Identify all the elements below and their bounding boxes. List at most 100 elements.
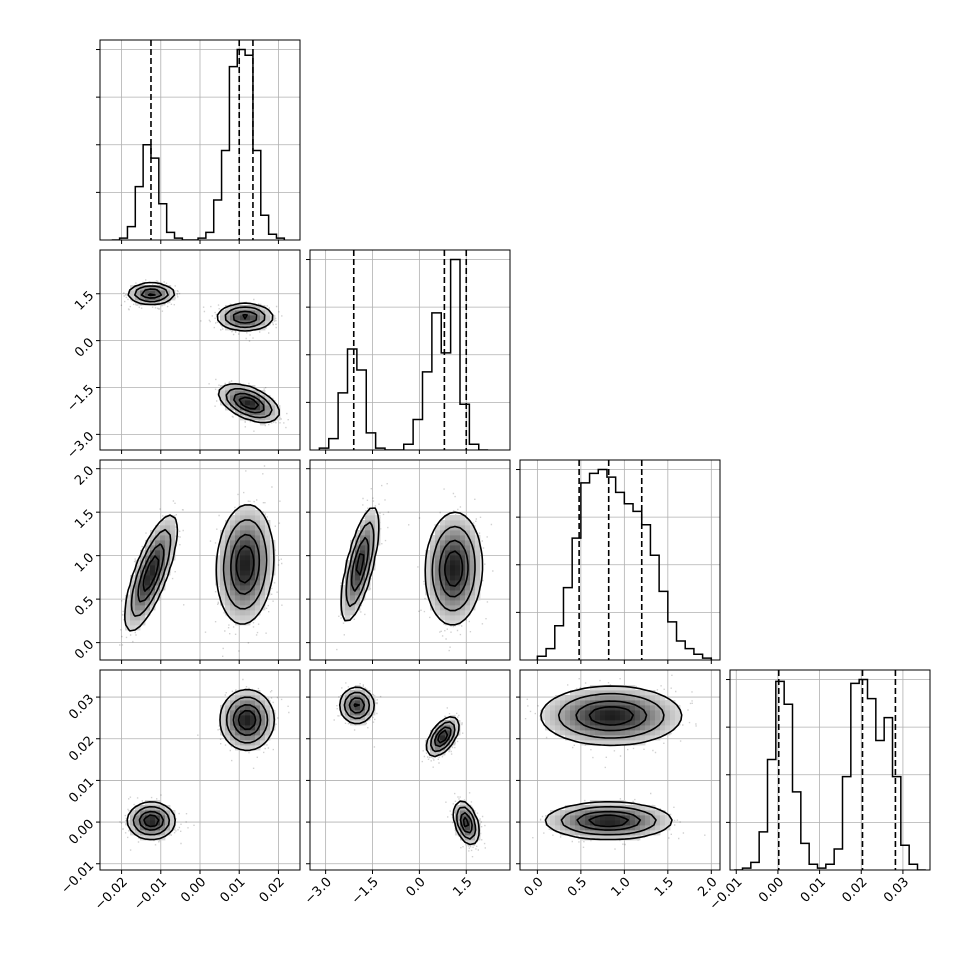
density-cell <box>590 710 596 716</box>
density-cell <box>595 710 601 716</box>
density-cell <box>555 715 561 721</box>
density-cell <box>660 700 666 706</box>
density-cell <box>230 530 236 536</box>
density-cell <box>260 570 266 576</box>
density-cell <box>265 590 271 596</box>
density-cell <box>130 605 136 611</box>
density-cell <box>615 720 621 726</box>
density-cell <box>620 725 626 731</box>
density-cell <box>575 720 581 726</box>
density-cell <box>580 815 586 821</box>
density-cell <box>230 700 236 706</box>
density-cell <box>455 540 461 546</box>
density-cell <box>135 600 141 606</box>
density-cell <box>450 580 456 586</box>
hist-steps <box>536 468 713 660</box>
density-cell <box>660 815 666 821</box>
density-cell <box>240 585 246 591</box>
density-cell <box>470 835 476 841</box>
density-cell <box>600 825 606 831</box>
density-cell <box>245 525 251 531</box>
density-cell <box>465 605 471 611</box>
density-cell <box>250 615 256 621</box>
density-cell <box>260 530 266 536</box>
density-cell <box>475 555 481 561</box>
joint-panel-3-0 <box>96 669 301 874</box>
density-cell <box>450 720 456 726</box>
density-cell <box>620 740 626 746</box>
x-tick-label: 0.5 <box>565 875 590 900</box>
density-cell <box>155 540 161 546</box>
density-cell <box>475 550 481 556</box>
density-cell <box>460 815 466 821</box>
density-cell <box>155 285 161 291</box>
density-cell <box>235 720 241 726</box>
density-cell <box>430 585 436 591</box>
density-cell <box>140 810 146 816</box>
density-cell <box>570 820 576 826</box>
density-cell <box>460 580 466 586</box>
density-cell <box>610 725 616 731</box>
density-cell <box>230 555 236 561</box>
density-cell <box>265 585 271 591</box>
density-cell <box>360 540 366 546</box>
density-cell <box>555 820 561 826</box>
density-cell <box>160 295 166 301</box>
x-tick-label: 0.02 <box>839 875 870 906</box>
density-cell <box>130 600 136 606</box>
density-cell <box>460 605 466 611</box>
density-cell <box>355 600 361 606</box>
density-cell <box>165 825 171 831</box>
density-cell <box>465 815 471 821</box>
density-cell <box>570 700 576 706</box>
density-cell <box>220 570 226 576</box>
density-cell <box>260 595 266 601</box>
density-cell <box>225 560 231 566</box>
density-cell <box>170 530 176 536</box>
density-cell <box>235 385 241 391</box>
density-cell <box>590 690 596 696</box>
density-cell <box>245 555 251 561</box>
density-cell <box>365 515 371 521</box>
density-cell <box>365 520 371 526</box>
density-cell <box>430 545 436 551</box>
density-cell <box>355 705 361 711</box>
density-cell <box>155 530 161 536</box>
density-cell <box>595 820 601 826</box>
density-cell <box>580 730 586 736</box>
density-cell <box>250 745 256 751</box>
density-cell <box>250 320 256 326</box>
density-cell <box>240 515 246 521</box>
density-cell <box>670 725 676 731</box>
density-cell <box>550 700 556 706</box>
density-cell <box>670 715 676 721</box>
density-cell <box>595 835 601 841</box>
density-cell <box>240 550 246 556</box>
density-cell <box>220 390 226 396</box>
density-cell <box>230 605 236 611</box>
density-cell <box>460 800 466 806</box>
hist-steps <box>318 258 489 450</box>
density-cell <box>250 595 256 601</box>
density-cell <box>640 705 646 711</box>
density-cell <box>270 560 276 566</box>
density-cell <box>220 320 226 326</box>
density-cell <box>160 530 166 536</box>
density-cell <box>640 825 646 831</box>
density-cell <box>585 715 591 721</box>
axes-frame <box>99 249 301 451</box>
density-cell <box>155 835 161 841</box>
density-cell <box>255 705 261 711</box>
density-cell <box>600 700 606 706</box>
density-cell <box>610 825 616 831</box>
density-cell <box>675 715 681 721</box>
density-cell <box>625 695 631 701</box>
density-cell <box>240 610 246 616</box>
density-cell <box>625 685 631 691</box>
density-cell <box>460 595 466 601</box>
density-cell <box>425 745 431 751</box>
density-cell <box>570 715 576 721</box>
density-cell <box>220 560 226 566</box>
density-cell <box>465 550 471 556</box>
density-cell <box>460 525 466 531</box>
